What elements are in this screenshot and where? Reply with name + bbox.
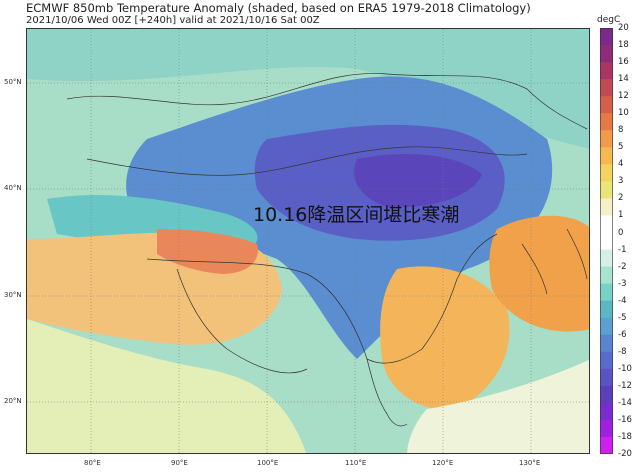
- colorbar-segment: [600, 96, 613, 114]
- colorbar-segment: [600, 62, 613, 80]
- colorbar-segment: [600, 368, 613, 387]
- colorbar-segment: [600, 198, 613, 216]
- anomaly-map-canvas: [27, 29, 589, 453]
- lon-label-80: 80°E: [84, 459, 101, 467]
- map-title: ECMWF 850mb Temperature Anomaly (shaded,…: [26, 1, 531, 15]
- country-borders: [66, 73, 588, 427]
- anomaly-map[interactable]: [26, 28, 590, 454]
- anomaly-cold-deepest: [353, 154, 482, 208]
- colorbar-tick-label: 1: [618, 210, 624, 221]
- lat-label-50: 50°N: [4, 78, 22, 86]
- lat-label-40: 40°N: [4, 184, 22, 192]
- graticule: [27, 29, 589, 453]
- colorbar-tick-label: -1: [618, 244, 627, 255]
- colorbar-canvas: [600, 28, 613, 454]
- anomaly-south-pale: [27, 319, 307, 453]
- colorbar-tick-label: -12: [618, 380, 632, 391]
- colorbar-segment: [600, 181, 613, 199]
- colorbar-tick-label: -16: [618, 414, 632, 425]
- lon-label-110: 110°E: [345, 459, 367, 467]
- colorbar: [600, 28, 613, 454]
- lon-label-90: 90°E: [171, 459, 188, 467]
- colorbar-segment: [600, 402, 613, 421]
- colorbar-segment: [600, 300, 613, 319]
- colorbar-tick-label: 10: [618, 108, 629, 119]
- colorbar-tick-label: -6: [618, 329, 627, 340]
- anomaly-warm-southeast: [380, 266, 510, 410]
- colorbar-tick-label: 12: [618, 91, 629, 102]
- colorbar-tick-label: 18: [618, 40, 629, 50]
- colorbar-tick-label: -14: [618, 397, 632, 408]
- map-subtitle: 2021/10/06 Wed 00Z [+240h] valid at 2021…: [26, 15, 320, 26]
- colorbar-tick-label: 8: [618, 125, 624, 136]
- colorbar-tick-label: -8: [618, 346, 627, 357]
- colorbar-segment: [600, 351, 613, 370]
- anomaly-ocean-pale: [407, 359, 589, 453]
- colorbar-segment: [600, 164, 613, 182]
- colorbar-segment: [600, 28, 613, 46]
- lat-label-30: 30°N: [4, 291, 22, 299]
- colorbar-tick-label: -20: [618, 449, 632, 459]
- colorbar-segment: [600, 385, 613, 404]
- colorbar-tick-label: 0: [618, 227, 624, 238]
- colorbar-tick-label: -3: [618, 278, 627, 289]
- colorbar-segment: [600, 436, 613, 454]
- colorbar-tick-label: -4: [618, 295, 627, 306]
- colorbar-tick-label: 16: [618, 57, 629, 68]
- colorbar-segment: [600, 130, 613, 148]
- colorbar-tick-label: 5: [618, 142, 624, 153]
- overlay-annotation: 10.16降温区间堪比寒潮: [253, 204, 460, 226]
- lon-label-130: 130°E: [519, 459, 541, 467]
- colorbar-tick-label: 4: [618, 159, 624, 170]
- colorbar-tick-label: -18: [618, 432, 632, 442]
- lon-label-100: 100°E: [257, 459, 279, 467]
- colorbar-units: degC: [597, 15, 621, 25]
- colorbar-border: [600, 28, 613, 454]
- lat-label-20: 20°N: [4, 397, 22, 405]
- colorbar-segment: [600, 317, 613, 336]
- colorbar-segment: [600, 215, 613, 233]
- colorbar-segment: [600, 419, 613, 438]
- colorbar-tick-label: 14: [618, 74, 629, 85]
- colorbar-tick-label: -5: [618, 312, 627, 323]
- colorbar-tick-label: 2: [618, 193, 624, 204]
- colorbar-tick-label: -2: [618, 261, 627, 272]
- colorbar-segment: [600, 249, 613, 268]
- colorbar-segment: [600, 113, 613, 131]
- colorbar-tick-label: 20: [618, 23, 629, 33]
- lon-label-120: 120°E: [432, 459, 454, 467]
- colorbar-segment: [600, 266, 613, 285]
- colorbar-segment: [600, 334, 613, 353]
- colorbar-segment: [600, 147, 613, 165]
- colorbar-segment: [600, 283, 613, 302]
- colorbar-segment: [600, 45, 613, 63]
- colorbar-segment: [600, 79, 613, 97]
- colorbar-tick-label: 3: [618, 176, 624, 187]
- colorbar-tick-label: -10: [618, 363, 632, 374]
- anomaly-north-band: [27, 29, 589, 149]
- anomaly-warm-east: [489, 215, 589, 332]
- colorbar-segment: [600, 232, 613, 251]
